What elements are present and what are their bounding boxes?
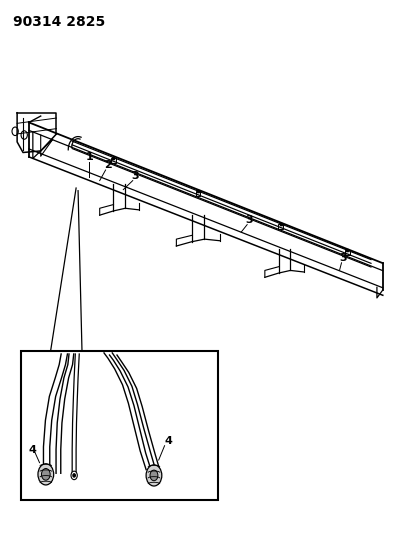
Text: 4: 4 (165, 436, 172, 446)
Circle shape (12, 127, 18, 135)
Bar (278, 224, 283, 229)
Text: 90314 2825: 90314 2825 (13, 14, 105, 29)
Text: 4: 4 (28, 445, 36, 455)
Text: 2: 2 (104, 160, 111, 171)
Text: 1: 1 (86, 152, 94, 163)
Bar (111, 158, 116, 163)
Bar (196, 191, 200, 196)
Text: 3: 3 (245, 215, 253, 225)
Circle shape (38, 464, 54, 485)
Circle shape (71, 471, 77, 480)
Circle shape (146, 465, 162, 486)
Text: 3: 3 (131, 171, 139, 181)
Text: 3: 3 (339, 253, 347, 263)
Circle shape (42, 469, 50, 480)
Bar (21, 351, 218, 500)
Circle shape (150, 470, 158, 481)
Circle shape (21, 131, 27, 139)
Circle shape (73, 474, 75, 477)
Bar (345, 251, 350, 255)
